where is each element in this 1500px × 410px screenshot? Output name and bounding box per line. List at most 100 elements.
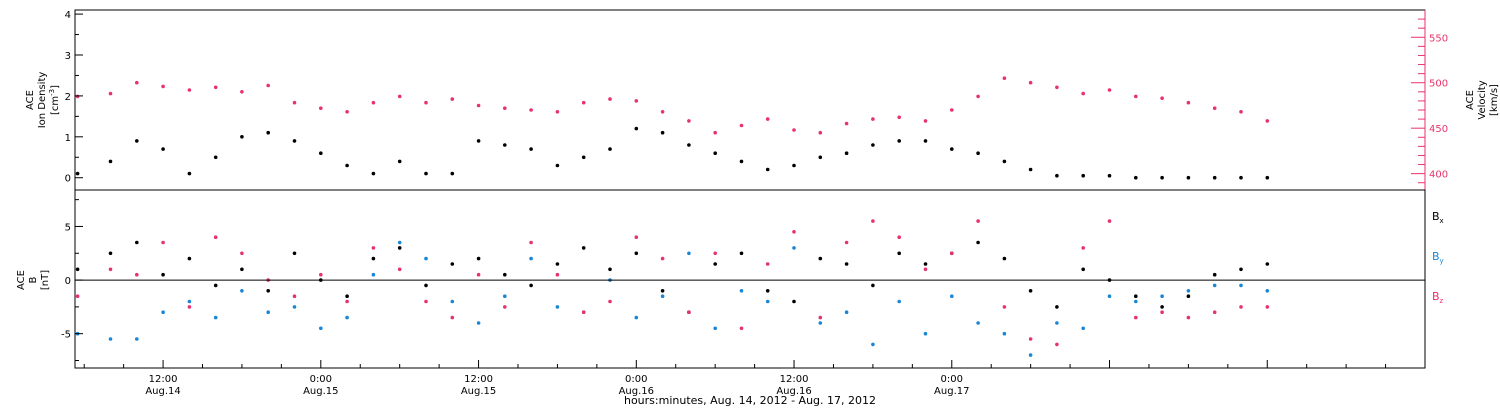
- date-tick-label: Aug.15: [303, 386, 338, 397]
- density-tick-label: 4: [65, 10, 71, 21]
- By-point: [660, 294, 665, 299]
- Bz-point: [871, 219, 875, 223]
- Bz-point: [976, 219, 980, 223]
- Bz-point: [687, 310, 691, 315]
- density-point: [319, 151, 323, 155]
- top-panel-frame: [74, 9, 1426, 191]
- velocity-point: [792, 128, 796, 132]
- density-point: [108, 159, 113, 164]
- velocity-point: [897, 115, 901, 120]
- Bz-point: [1081, 246, 1085, 250]
- velocity-point: [319, 106, 323, 110]
- legend-by-base: B: [1432, 250, 1440, 263]
- density-point: [687, 143, 691, 147]
- density-point: [923, 139, 928, 143]
- velocity-point: [923, 119, 928, 123]
- time-axis-ticks: [83, 360, 1387, 368]
- density-point: [424, 171, 428, 176]
- Bx-point: [660, 289, 665, 293]
- density-point: [976, 151, 980, 155]
- Bx-point: [266, 289, 271, 293]
- velocity-axis-title-line2: Velocity: [1477, 80, 1488, 119]
- Bz-point: [818, 315, 823, 320]
- velocity-tick-label: 550: [1429, 33, 1448, 44]
- Bz-point: [1055, 342, 1059, 347]
- legend-bx: Bx: [1432, 210, 1444, 225]
- Bz-point: [897, 235, 901, 239]
- density-axis-ticks: 0 1 2 3 4: [65, 10, 83, 185]
- Bx-point: [108, 251, 113, 256]
- density-point: [660, 130, 665, 135]
- time-tick-label: 0:00: [310, 374, 332, 385]
- bottom-panel-data: [75, 219, 1270, 357]
- density-point: [213, 155, 218, 160]
- b-tick-label: 5: [65, 222, 71, 233]
- time-tick-label: 12:00: [464, 374, 493, 385]
- velocity-point: [213, 85, 218, 90]
- Bx-point: [397, 246, 402, 250]
- Bz-point: [75, 294, 80, 299]
- velocity-point: [660, 110, 665, 114]
- velocity-point: [1055, 85, 1059, 90]
- velocity-point: [108, 91, 113, 96]
- Bx-point: [1002, 256, 1007, 261]
- By-point: [213, 315, 218, 320]
- Bx-point: [976, 240, 980, 245]
- Bx-point: [923, 262, 928, 266]
- Bx-point: [792, 299, 796, 304]
- By-point: [739, 289, 744, 293]
- density-point: [1028, 167, 1033, 172]
- By-point: [871, 342, 875, 347]
- By-point: [424, 256, 428, 261]
- Bz-point: [450, 315, 455, 320]
- velocity-point: [1002, 76, 1007, 80]
- velocity-point: [424, 100, 428, 105]
- time-tick-label: 0:00: [625, 374, 647, 385]
- Bz-point: [634, 235, 639, 239]
- Bz-point: [108, 267, 113, 272]
- density-unit-exponent: -3: [48, 89, 56, 96]
- date-tick-label: Aug.15: [461, 386, 496, 397]
- Bx-point: [1028, 289, 1033, 293]
- velocity-point: [161, 84, 165, 89]
- By-point: [397, 240, 402, 245]
- velocity-point: [581, 100, 586, 105]
- density-tick-label: 2: [65, 92, 71, 103]
- date-tick-label: Aug.16: [776, 386, 811, 397]
- density-axis-title-line2: Ion Density: [37, 72, 48, 129]
- velocity-point: [476, 103, 481, 108]
- By-point: [1028, 353, 1033, 357]
- Bx-point: [187, 256, 192, 261]
- density-point: [1002, 159, 1007, 164]
- velocity-point: [450, 97, 455, 101]
- velocity-point: [240, 90, 244, 94]
- velocity-axis-ticks: 400 450 500 550: [1411, 10, 1448, 190]
- density-point: [608, 147, 612, 151]
- date-tick-label: Aug.14: [145, 386, 180, 397]
- Bz-point: [555, 272, 560, 277]
- Bz-point: [792, 230, 796, 234]
- Bz-point: [844, 240, 849, 245]
- density-point: [135, 139, 139, 143]
- legend-bx-base: B: [1432, 210, 1440, 223]
- By-point: [713, 326, 717, 331]
- velocity-point: [1212, 106, 1217, 110]
- density-axis-unit: [cm-3]: [48, 85, 61, 115]
- By-point: [1002, 331, 1007, 336]
- By-point: [792, 246, 796, 250]
- velocity-point: [713, 130, 717, 135]
- Bz-point: [503, 305, 507, 309]
- velocity-point: [266, 83, 271, 88]
- By-point: [1081, 326, 1085, 331]
- By-point: [371, 272, 376, 277]
- Bx-point: [529, 283, 533, 288]
- Bx-point: [213, 283, 218, 288]
- Bx-point: [1134, 294, 1138, 299]
- Bz-point: [397, 267, 402, 272]
- Bz-point: [1134, 315, 1138, 320]
- Bx-point: [871, 283, 875, 288]
- density-tick-label: 3: [65, 51, 71, 62]
- Bz-point: [660, 256, 665, 261]
- Bx-point: [161, 272, 165, 277]
